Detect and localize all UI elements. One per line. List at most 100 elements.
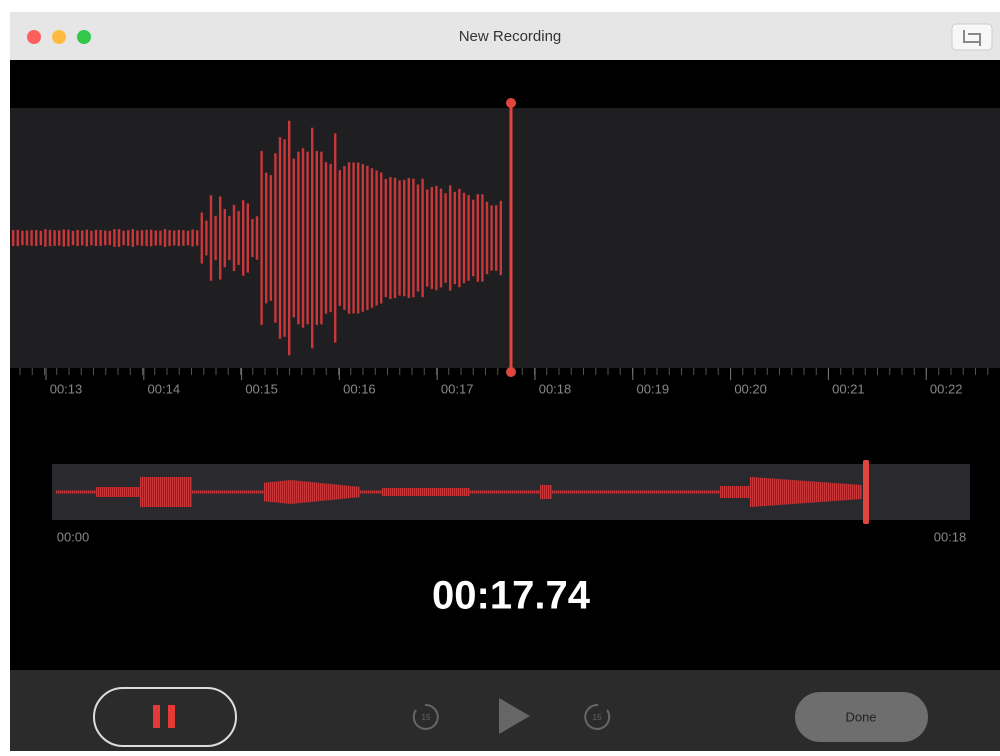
timeline-label: 00:22 (930, 381, 963, 396)
waveform-bar (219, 196, 221, 279)
overview-bar-line (656, 491, 657, 494)
overview-bar-line (858, 485, 859, 500)
overview-bar-line (846, 484, 847, 500)
waveform-bar (196, 230, 198, 245)
overview-bar-line (726, 486, 727, 498)
waveform-bar (297, 152, 299, 325)
waveform-bar (164, 229, 166, 247)
overview-bar-line (608, 491, 609, 494)
overview-bar-line (386, 488, 387, 496)
overview-bar-line (260, 491, 261, 494)
waveform-bar (375, 170, 377, 305)
overview-end: 00:18 (934, 529, 967, 544)
overview-bar-line (112, 487, 113, 497)
overview-bar-line (792, 480, 793, 504)
overview-bar-line (206, 491, 207, 494)
overview-bar-line (702, 491, 703, 494)
overview-bar-line (278, 481, 279, 503)
overview-bar-line (98, 487, 99, 497)
overview-bar-line (526, 491, 527, 494)
overview-bar-line (294, 480, 295, 503)
overview-bar-line (452, 488, 453, 496)
close-button[interactable] (27, 30, 41, 44)
overview-bar-line (74, 491, 75, 494)
waveform-bar (362, 164, 364, 312)
overview-marker[interactable] (863, 460, 869, 524)
overview-bar-line (616, 491, 617, 494)
overview-bar-line (532, 491, 533, 494)
overview-bar-line (780, 479, 781, 505)
overview-bar-line (462, 488, 463, 496)
overview-bar-line (482, 491, 483, 494)
overview-bar-line (618, 491, 619, 494)
timer: 00:17.74 (432, 574, 591, 618)
minimize-button[interactable] (52, 30, 66, 44)
overview-bar-line (520, 491, 521, 494)
waveform-bar (122, 231, 124, 245)
overview-bar-line (268, 482, 269, 502)
overview-bar-line (300, 481, 301, 503)
overview-bar-line (156, 477, 157, 507)
overview-bar-line (848, 484, 849, 500)
overview-bar-line (586, 491, 587, 494)
trim-button[interactable] (952, 24, 992, 50)
overview-bar-line (388, 488, 389, 496)
overview-bar-line (666, 491, 667, 494)
skip-forward-label: 15 (593, 713, 602, 722)
overview-bar-line (810, 481, 811, 502)
overview-bar-line (372, 491, 373, 494)
waveform-bar (316, 151, 318, 325)
overview-bar-line (752, 477, 753, 507)
overview-bar-line (286, 480, 287, 503)
overview-bar-line (696, 491, 697, 494)
overview-bar-line (108, 487, 109, 497)
overview-bar-line (494, 491, 495, 494)
overview-bar-line (624, 491, 625, 494)
overview-bar-line (170, 477, 171, 507)
overview-start: 00:00 (57, 529, 90, 544)
waveform-bar (182, 230, 184, 245)
overview-bar-line (342, 485, 343, 499)
overview-bar-line (450, 488, 451, 496)
overview-bar-line (544, 485, 545, 499)
overview-bar-line (460, 488, 461, 496)
overview-bar-line (150, 477, 151, 507)
waveform-bar (394, 178, 396, 298)
overview-bar-line (596, 491, 597, 494)
overview-bar-line (214, 491, 215, 494)
overview-bar-line (628, 491, 629, 494)
overview-bar-line (290, 480, 291, 504)
waveform-bar (104, 231, 106, 246)
overview-bar-line (58, 491, 59, 494)
waveform-bar (495, 205, 497, 271)
overview-bar-line (540, 485, 541, 499)
overview-bar-line (736, 486, 737, 498)
overview-bar-line (660, 491, 661, 494)
zoom-button[interactable] (77, 30, 91, 44)
overview-bar-line (714, 491, 715, 494)
waveform-bar (398, 180, 400, 295)
overview-bar-line (242, 491, 243, 494)
waveform-bar (191, 229, 193, 246)
timeline-label: 00:13 (50, 381, 83, 396)
overview-bar-line (658, 491, 659, 494)
overview-bar-line (558, 491, 559, 494)
waveform-bar (86, 230, 88, 247)
overview-bar-line (66, 491, 67, 494)
overview-bar-line (546, 485, 547, 499)
overview-bar-line (648, 491, 649, 494)
overview-bar-line (808, 481, 809, 503)
overview-bar-line (96, 487, 97, 497)
overview-bar-line (344, 485, 345, 498)
waveform-bar (467, 195, 469, 281)
overview-bar-line (314, 482, 315, 501)
overview-bar-line (470, 491, 471, 494)
overview-bar-line (724, 486, 725, 498)
overview-bar-line (534, 491, 535, 494)
overview-bar-line (776, 479, 777, 505)
overview-bar-line (118, 487, 119, 497)
overview-bar-line (694, 491, 695, 494)
overview-bar-line (746, 486, 747, 498)
overview-bar-line (122, 487, 123, 497)
overview-bar-line (320, 483, 321, 501)
